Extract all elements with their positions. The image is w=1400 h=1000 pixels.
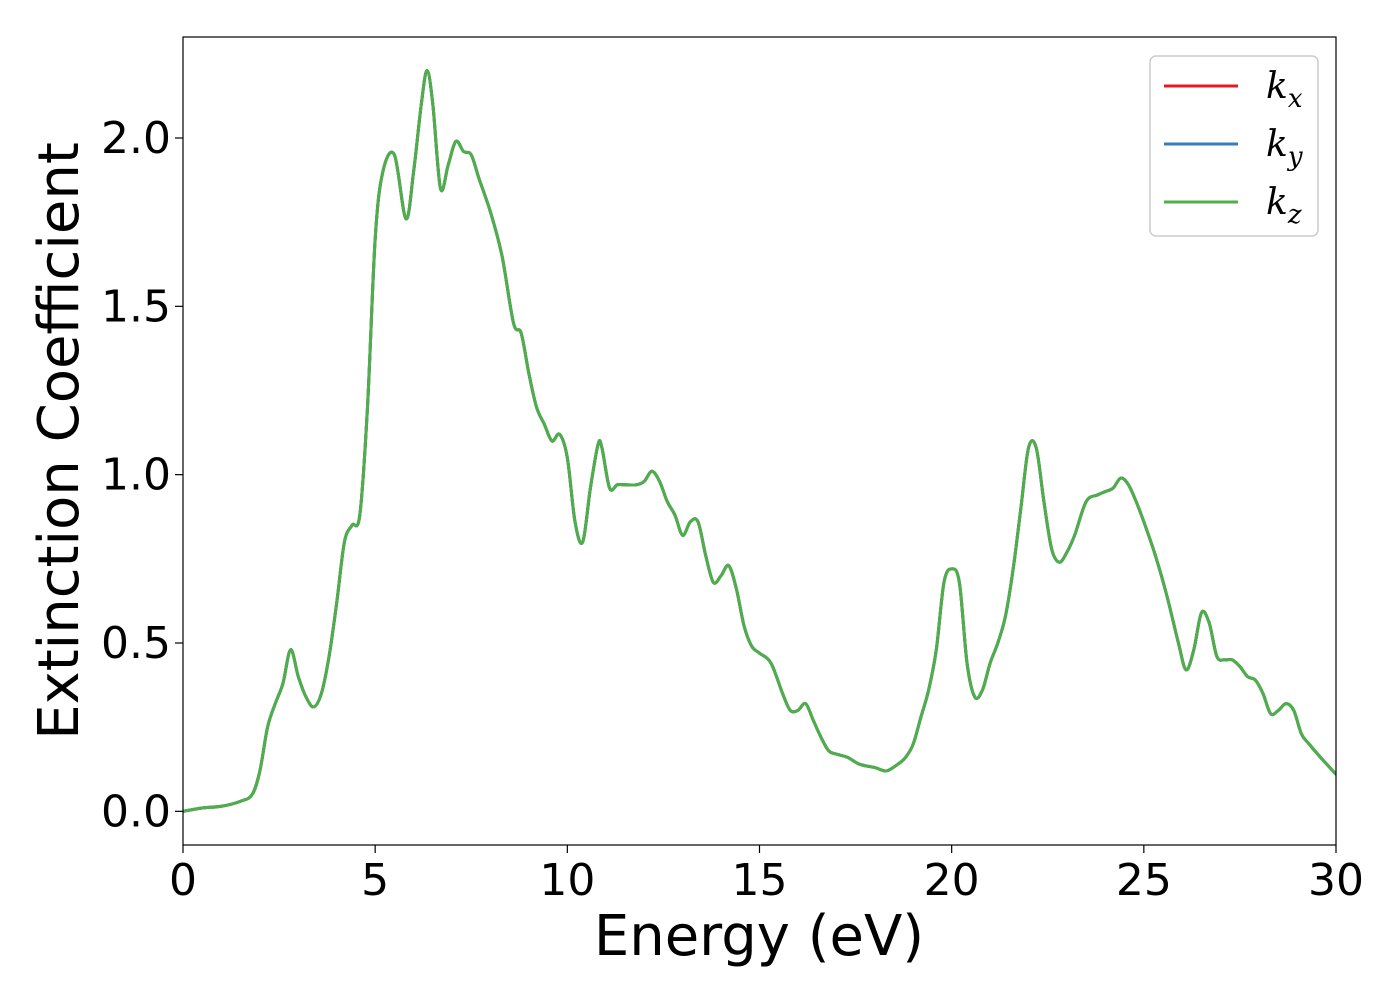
legend-label-k-x: kx bbox=[1266, 66, 1303, 114]
series-line-k-z bbox=[183, 69, 1336, 813]
x-tick-label: 5 bbox=[361, 855, 389, 906]
x-tick-label: 10 bbox=[539, 855, 595, 906]
x-tick-label: 20 bbox=[924, 855, 980, 906]
x-tick-label: 0 bbox=[169, 855, 197, 906]
x-tick-label: 25 bbox=[1116, 855, 1172, 906]
x-tick-label: 15 bbox=[732, 855, 788, 906]
legend-label-k-y: ky bbox=[1266, 124, 1303, 172]
y-axis-ticks: 0.0 0.5 1.0 1.5 2.0 bbox=[101, 113, 183, 837]
y-tick-label: 0.5 bbox=[101, 618, 171, 669]
y-axis-label: Extinction Coefficient bbox=[27, 142, 92, 740]
y-tick-label: 2.0 bbox=[101, 113, 171, 164]
y-tick-label: 1.0 bbox=[101, 450, 171, 501]
x-axis-label: Energy (eV) bbox=[594, 904, 924, 969]
y-tick-label: 1.5 bbox=[101, 281, 171, 332]
series-layer bbox=[183, 69, 1336, 813]
y-tick-label: 0.0 bbox=[101, 786, 171, 837]
legend-label-k-z: kz bbox=[1266, 182, 1302, 230]
legend-box bbox=[1149, 55, 1319, 237]
x-tick-label: 30 bbox=[1308, 855, 1364, 906]
x-axis-ticks: 0 5 10 15 20 25 30 bbox=[169, 845, 1364, 906]
legend: kx ky kz bbox=[1149, 55, 1319, 237]
